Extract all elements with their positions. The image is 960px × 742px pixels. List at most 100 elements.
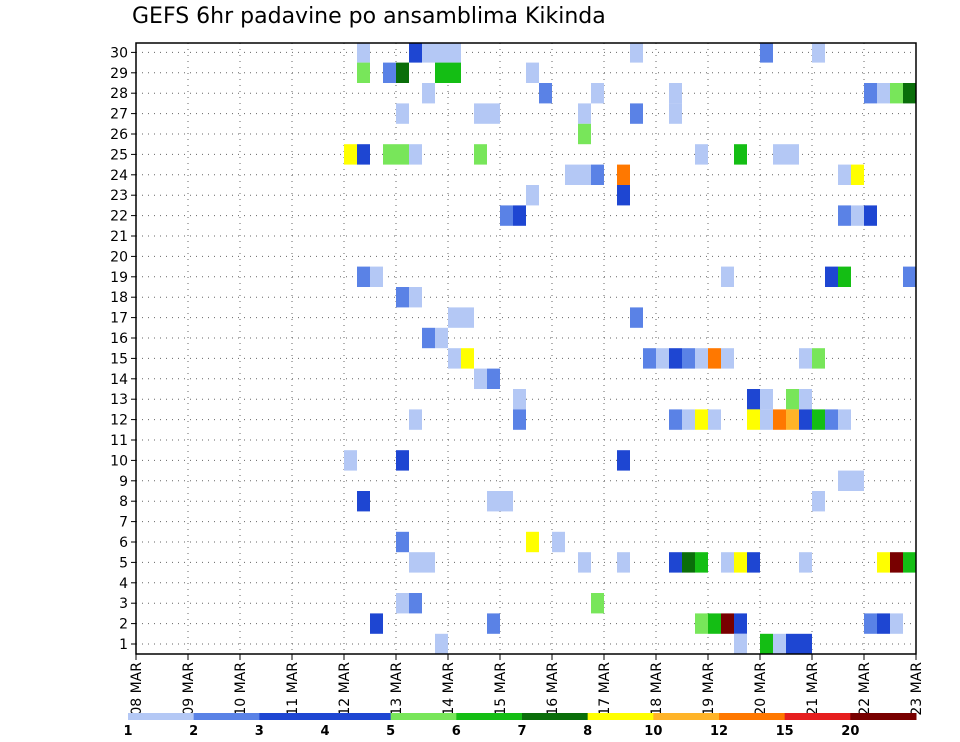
heatmap-cell bbox=[357, 491, 370, 512]
heatmap-cell bbox=[695, 348, 708, 369]
y-tick-label: 12 bbox=[110, 413, 128, 429]
heatmap-cell bbox=[344, 450, 357, 471]
x-tick-label: 19 MAR bbox=[701, 662, 717, 716]
x-tick-label: 13 MAR bbox=[389, 662, 405, 716]
legend-label: 20 bbox=[841, 724, 859, 739]
y-tick-label: 2 bbox=[119, 617, 128, 633]
legend-label: 5 bbox=[386, 724, 395, 739]
heatmap-cell bbox=[669, 348, 682, 369]
y-tick-label: 15 bbox=[110, 351, 128, 367]
x-tick-label: 17 MAR bbox=[597, 662, 613, 716]
y-tick-label: 5 bbox=[119, 555, 128, 571]
heatmap-cell bbox=[838, 470, 851, 491]
heatmap-cell bbox=[799, 389, 812, 410]
heatmap-cell bbox=[435, 62, 448, 83]
heatmap-cell bbox=[786, 389, 799, 410]
x-tick-label: 23 MAR bbox=[909, 662, 925, 716]
legend-label: 6 bbox=[452, 724, 461, 739]
heatmap-cell bbox=[357, 62, 370, 83]
heatmap-cell bbox=[799, 552, 812, 573]
heatmap-cell bbox=[721, 266, 734, 287]
heatmap-cell bbox=[721, 348, 734, 369]
heatmap-cell bbox=[721, 613, 734, 634]
heatmap-cell bbox=[396, 62, 409, 83]
heatmap-cell bbox=[617, 450, 630, 471]
heatmap-cell bbox=[695, 552, 708, 573]
y-axis: 1234567891011121314151617181920212223242… bbox=[110, 45, 136, 653]
heatmap-cell bbox=[708, 348, 721, 369]
legend-label: 10 bbox=[644, 724, 662, 739]
legend-label: 4 bbox=[320, 724, 329, 739]
heatmap-cell bbox=[630, 103, 643, 124]
legend-swatch bbox=[325, 713, 392, 720]
heatmap-cell bbox=[578, 164, 591, 185]
legend-label: 7 bbox=[517, 724, 526, 739]
y-tick-label: 10 bbox=[110, 453, 128, 469]
y-tick-label: 16 bbox=[110, 331, 128, 347]
heatmap-cell bbox=[396, 593, 409, 614]
heatmap-cell bbox=[422, 43, 435, 63]
heatmap-cell bbox=[786, 633, 799, 654]
heatmap-cell bbox=[526, 531, 539, 553]
heatmap-cell bbox=[851, 164, 864, 185]
y-tick-label: 9 bbox=[119, 474, 128, 490]
y-tick-label: 18 bbox=[110, 290, 128, 306]
heatmap-cell bbox=[851, 470, 864, 491]
heatmap-cell bbox=[357, 144, 370, 165]
y-tick-label: 22 bbox=[110, 209, 128, 225]
heatmap-cell bbox=[513, 205, 526, 226]
heatmap-cell bbox=[357, 266, 370, 287]
heatmap-cell bbox=[760, 389, 773, 410]
heatmap-cell bbox=[565, 164, 578, 185]
heatmap-cell bbox=[656, 348, 669, 369]
heatmap-cell bbox=[734, 613, 747, 634]
legend-swatch bbox=[522, 713, 589, 720]
heatmap-cell bbox=[721, 552, 734, 573]
y-tick-label: 20 bbox=[110, 249, 128, 265]
chart-title: GEFS 6hr padavine po ansamblima Kikinda bbox=[132, 4, 606, 29]
heatmap-cell bbox=[773, 144, 786, 165]
heatmap-cell bbox=[448, 307, 461, 328]
heatmap-cell bbox=[786, 409, 799, 430]
heatmap-cell bbox=[734, 552, 747, 573]
heatmap-cell bbox=[877, 83, 890, 104]
heatmap-cell bbox=[409, 552, 422, 573]
heatmap-cell bbox=[500, 205, 513, 226]
heatmap-cell bbox=[877, 613, 890, 634]
heatmap-cell bbox=[617, 185, 630, 206]
heatmap-cell bbox=[760, 409, 773, 430]
y-tick-label: 25 bbox=[110, 147, 128, 163]
heatmap-cell bbox=[903, 83, 916, 104]
y-tick-label: 29 bbox=[110, 66, 128, 82]
heatmap-cell bbox=[786, 144, 799, 165]
y-tick-label: 13 bbox=[110, 392, 128, 408]
heatmap-cell bbox=[799, 633, 812, 654]
x-tick-label: 14 MAR bbox=[441, 662, 457, 716]
x-tick-label: 22 MAR bbox=[857, 662, 873, 716]
heatmap-cell bbox=[422, 552, 435, 573]
x-axis: 08 MAR 09 MAR 10 MAR 11 MAR 12 MAR 13 MAR 14 M… bbox=[129, 654, 925, 716]
heatmap-cell bbox=[708, 613, 721, 634]
plot-frame bbox=[135, 42, 917, 655]
y-tick-label: 1 bbox=[119, 637, 128, 653]
legend-swatch bbox=[390, 713, 457, 720]
heatmap-cell bbox=[799, 409, 812, 430]
heatmap-cell bbox=[799, 348, 812, 369]
y-tick-label: 23 bbox=[110, 188, 128, 204]
heatmap-cell bbox=[526, 185, 539, 206]
y-tick-label: 24 bbox=[110, 168, 128, 184]
x-tick-label: 08 MAR bbox=[129, 662, 145, 716]
heatmap-cell bbox=[461, 307, 474, 328]
heatmap-cell bbox=[474, 368, 487, 389]
heatmap-cell bbox=[396, 144, 409, 165]
heatmap-cell bbox=[734, 633, 747, 654]
heatmap-cell bbox=[890, 83, 903, 104]
legend-label: 3 bbox=[255, 724, 264, 739]
x-tick-label: 15 MAR bbox=[493, 662, 509, 716]
heatmap-cell bbox=[448, 348, 461, 369]
heatmap-cell bbox=[461, 348, 474, 369]
cell-layer bbox=[344, 43, 916, 654]
heatmap-cell bbox=[682, 348, 695, 369]
heatmap-cell bbox=[513, 409, 526, 430]
